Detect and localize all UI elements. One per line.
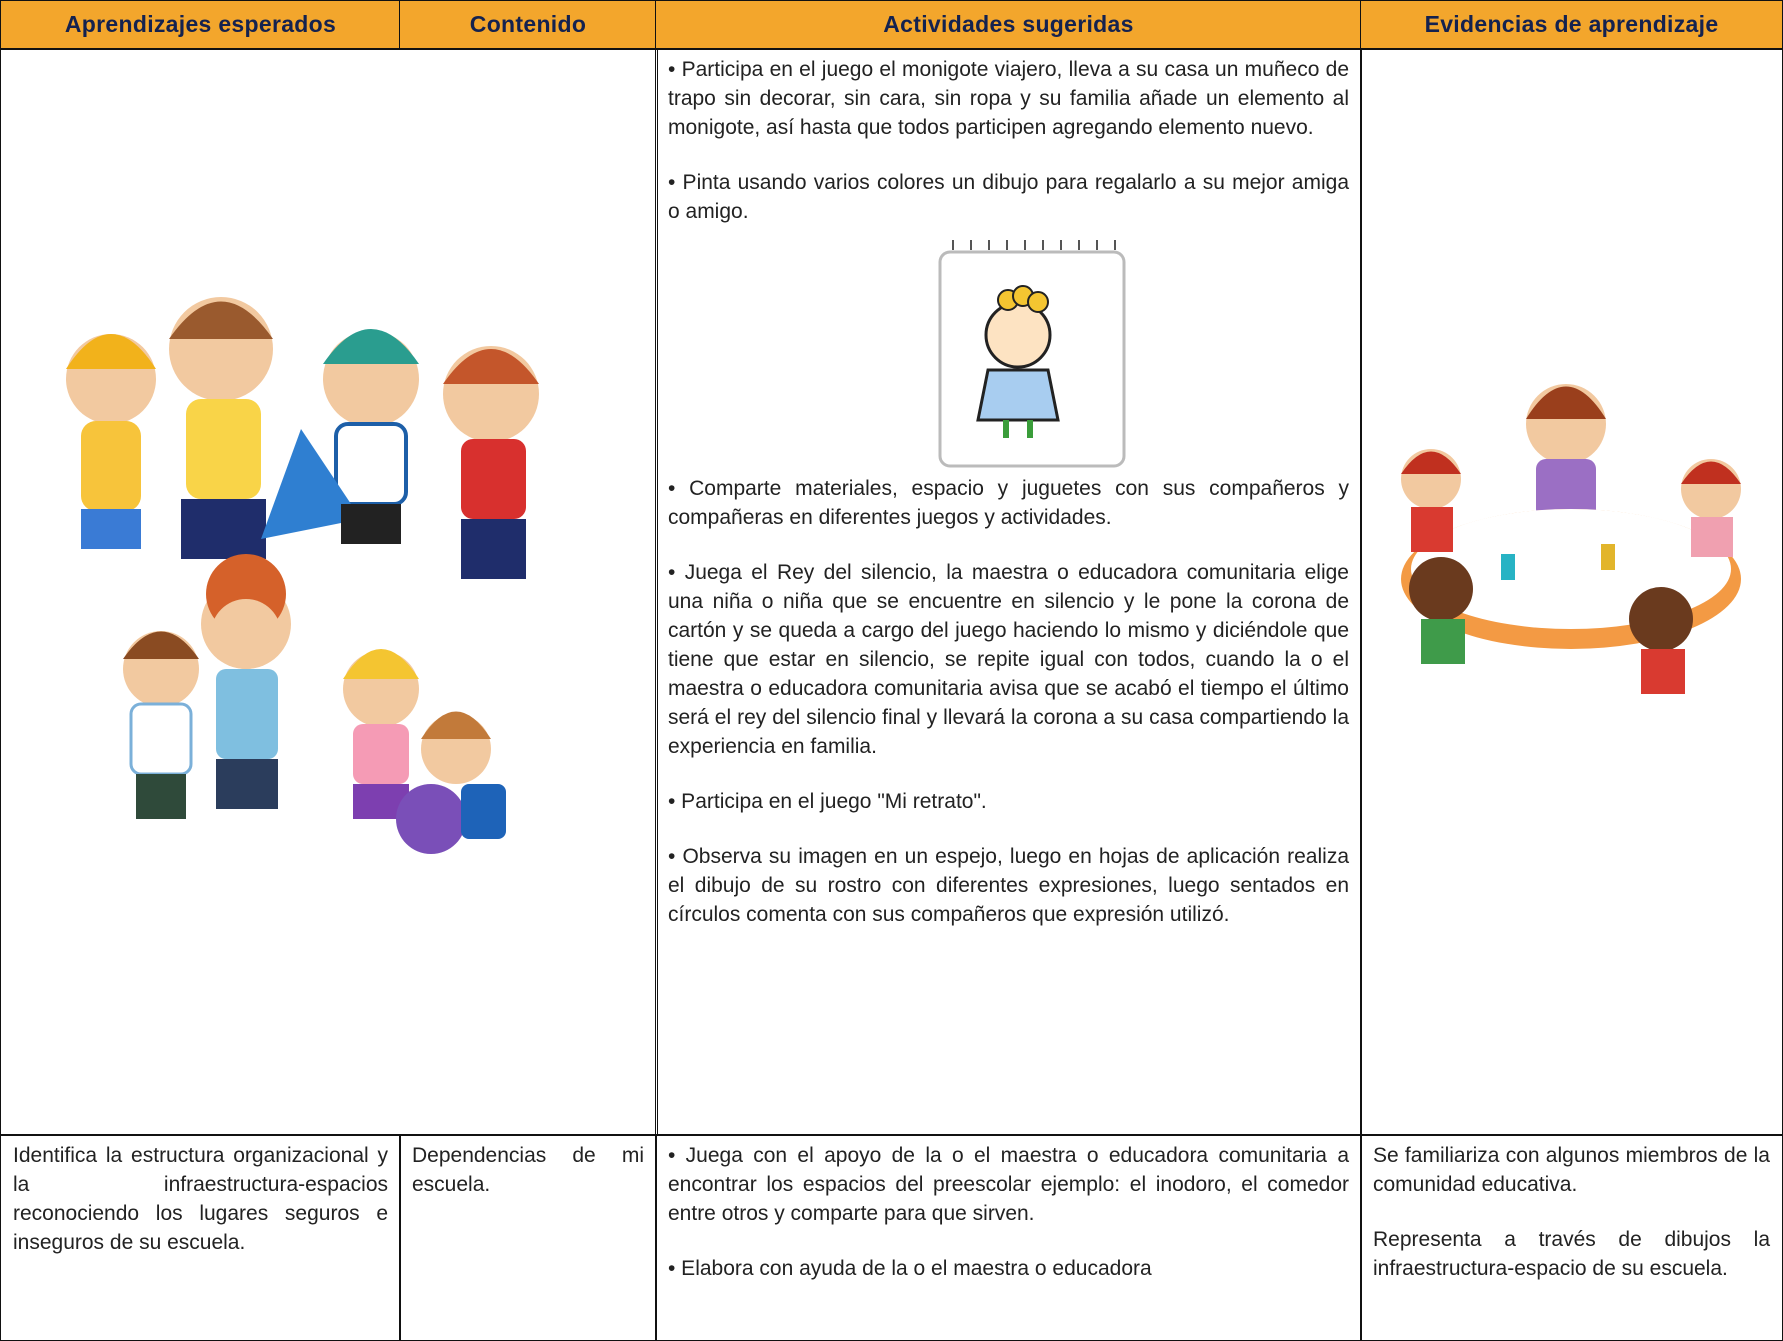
playing-kids [123, 554, 506, 854]
evidence-cell: Se familiariza con algunos miembros de l… [1360, 1134, 1783, 1341]
header-cell: Evidencias de aprendizaje [1360, 0, 1783, 50]
activity: • Participa en el juego "Mi retrato". [668, 790, 987, 813]
activity: • Observa su imagen en un espejo, luego … [668, 845, 1349, 926]
activity: • Elabora con ayuda de la o el maestra o… [668, 1257, 1152, 1280]
jumping-kids [66, 297, 539, 579]
activities-cell: • Juega con el apoyo de la o el maestra … [655, 1134, 1362, 1341]
illustration-cell [0, 48, 658, 1136]
activity: • Juega el Rey del silencio, la maestra … [668, 561, 1349, 758]
content-text: Dependencias de mi escuela. [412, 1144, 644, 1196]
evidence: Representa a través de dibujos la infrae… [1373, 1228, 1770, 1280]
activities-cell: • Participa en el juego el monigote viaj… [655, 48, 1362, 1136]
activity: • Juega con el apoyo de la o el maestra … [668, 1144, 1349, 1225]
learning-cell: Identifica la estructura organizacional … [0, 1134, 401, 1341]
learning-text: Identifica la estructura organizacional … [13, 1144, 388, 1254]
header-cell: Aprendizajes esperados [0, 0, 401, 50]
classroom-illustration [1401, 384, 1741, 694]
content-cell: Dependencias de mi escuela. [399, 1134, 657, 1341]
notebook-illustration [938, 240, 1126, 468]
evidence-image-cell [1360, 48, 1783, 1136]
header-cell: Contenido [399, 0, 657, 50]
header-cell: Actividades sugeridas [655, 0, 1362, 50]
kids-illustration [66, 297, 539, 854]
evidence: Se familiariza con algunos miembros de l… [1373, 1144, 1770, 1196]
activity: • Comparte materiales, espacio y juguete… [668, 477, 1349, 529]
activity: • Participa en el juego el monigote viaj… [668, 58, 1349, 139]
activity: • Pinta usando varios colores un dibujo … [668, 171, 1349, 223]
